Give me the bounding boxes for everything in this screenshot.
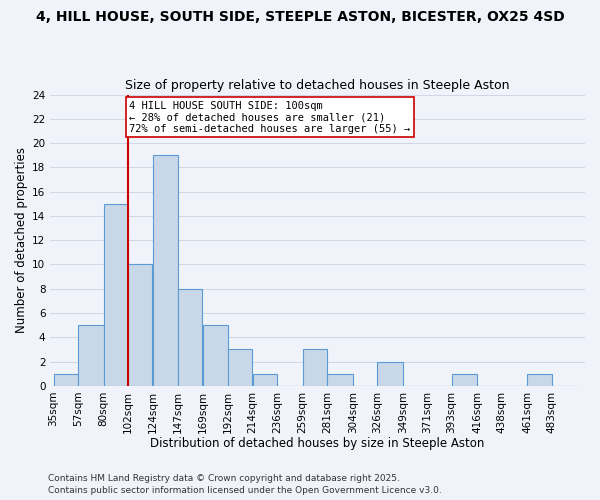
Text: Contains HM Land Registry data © Crown copyright and database right 2025.
Contai: Contains HM Land Registry data © Crown c… [48, 474, 442, 495]
Bar [54, 374, 78, 386]
Bar [327, 374, 353, 386]
Bar [527, 374, 551, 386]
X-axis label: Distribution of detached houses by size in Steeple Aston: Distribution of detached houses by size … [151, 437, 485, 450]
Bar [303, 350, 327, 386]
Bar [377, 362, 403, 386]
Bar [128, 264, 152, 386]
Text: 4, HILL HOUSE, SOUTH SIDE, STEEPLE ASTON, BICESTER, OX25 4SD: 4, HILL HOUSE, SOUTH SIDE, STEEPLE ASTON… [35, 10, 565, 24]
Title: Size of property relative to detached houses in Steeple Aston: Size of property relative to detached ho… [125, 79, 510, 92]
Y-axis label: Number of detached properties: Number of detached properties [15, 147, 28, 333]
Bar [452, 374, 477, 386]
Bar [78, 325, 104, 386]
Text: 4 HILL HOUSE SOUTH SIDE: 100sqm
← 28% of detached houses are smaller (21)
72% of: 4 HILL HOUSE SOUTH SIDE: 100sqm ← 28% of… [129, 100, 410, 134]
Bar [152, 155, 178, 386]
Bar [104, 204, 128, 386]
Bar [178, 289, 202, 386]
Bar [253, 374, 277, 386]
Bar [203, 325, 228, 386]
Bar [228, 350, 253, 386]
